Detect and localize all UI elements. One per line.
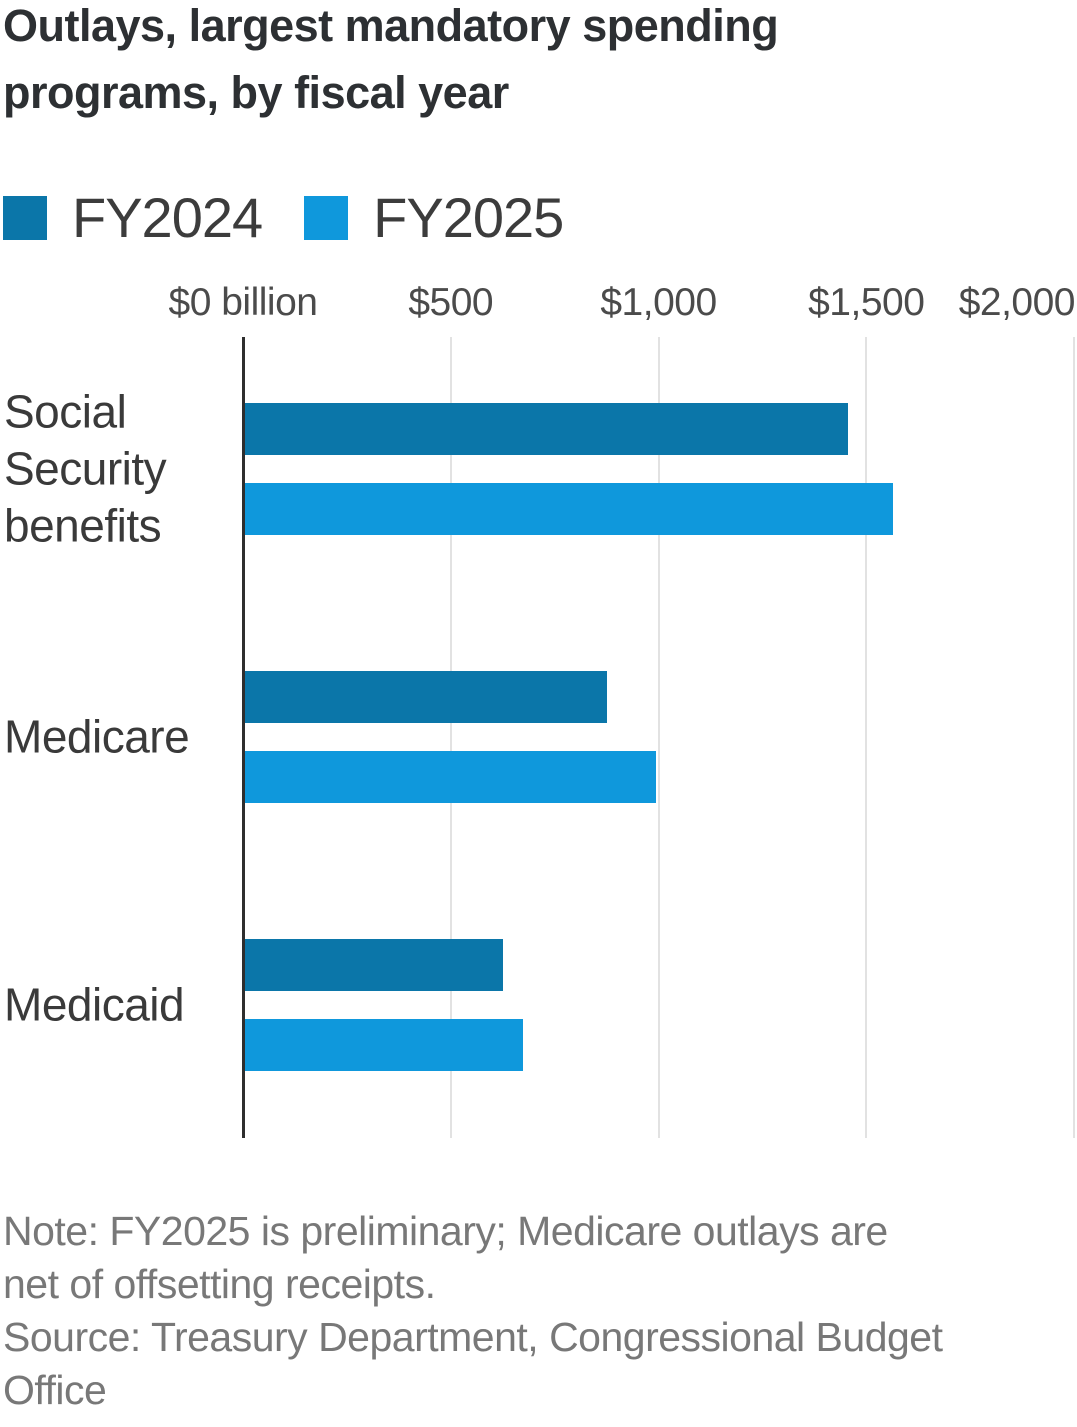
- note-line1: Note: FY2025 is preliminary; Medicare ou…: [3, 1208, 888, 1254]
- gridline-500: [449, 337, 452, 1138]
- x-tick-label-1500: $1,500: [808, 281, 925, 324]
- x-tick-label-1000: $1,000: [600, 281, 717, 324]
- x-tick-label-0: $0 billion: [168, 281, 318, 324]
- legend-swatch-fy2024: [3, 196, 47, 240]
- social-security-benefits-fy2024-bar: [245, 403, 848, 455]
- legend-item-fy2025: FY2025: [304, 186, 564, 249]
- source-line2: Office: [3, 1367, 107, 1413]
- gridline-1500: [865, 337, 868, 1138]
- medicaid-fy2025-bar: [245, 1018, 524, 1071]
- legend-label-fy2024: FY2024: [72, 186, 263, 249]
- legend-label-fy2025: FY2025: [373, 186, 564, 249]
- medicare-fy2025-bar: [245, 750, 657, 803]
- legend-item-fy2024: FY2024: [3, 186, 263, 249]
- medicaid-fy2024-bar: [245, 938, 503, 991]
- chart-title: Outlays, largest mandatory spending prog…: [3, 0, 779, 126]
- legend: FY2024 FY2025: [3, 186, 564, 249]
- footnotes: Note: FY2025 is preliminary; Medicare ou…: [3, 1205, 943, 1417]
- x-tick-label-500: $500: [408, 281, 494, 324]
- category-label-social-security-benefits: Social Security benefits: [4, 385, 167, 552]
- gridline-2000: [1073, 337, 1075, 1138]
- y-axis-line: [242, 337, 245, 1138]
- chart-title-line2: programs, by fiscal year: [3, 67, 509, 118]
- gridline-1000: [657, 337, 660, 1138]
- chart-title-line1: Outlays, largest mandatory spending: [3, 0, 779, 51]
- note-line2: net of offsetting receipts.: [3, 1261, 436, 1307]
- x-tick-label-2000: $2,000: [958, 281, 1076, 324]
- social-security-benefits-fy2025-bar: [245, 483, 894, 535]
- category-label-medicare: Medicare: [4, 710, 190, 763]
- source-line1: Source: Treasury Department, Congression…: [3, 1314, 943, 1360]
- legend-swatch-fy2025: [304, 196, 349, 240]
- category-label-medicaid: Medicaid: [4, 978, 185, 1030]
- medicare-fy2024-bar: [245, 670, 607, 723]
